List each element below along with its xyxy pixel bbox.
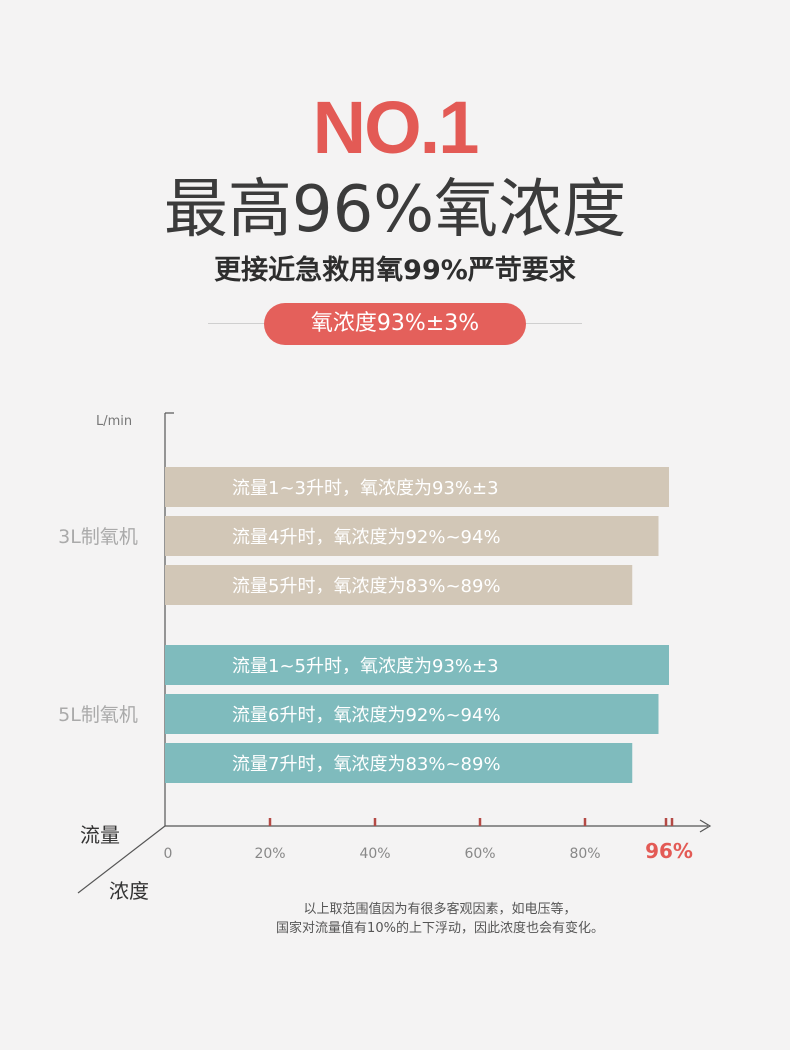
x-tick-label: 20% — [254, 846, 285, 862]
bar — [165, 645, 669, 685]
bar — [165, 694, 659, 734]
concentration-badge: 氧浓度93%±3% — [264, 303, 526, 345]
divider-line — [522, 323, 582, 324]
x-tick-label-highlight: 96% — [645, 839, 693, 863]
x-axis-arrow — [699, 819, 712, 833]
x-tick-label: 0 — [164, 846, 173, 862]
flow-axis-label: 流量 — [80, 823, 120, 847]
bar-label: 流量1~3升时，氧浓度为93%±3 — [232, 478, 499, 499]
bar-label: 流量4升时，氧浓度为92%~94% — [232, 527, 501, 548]
page-subtitle: 更接近急救用氧99%严苛要求 — [214, 255, 576, 286]
bar-label: 流量5升时，氧浓度为83%~89% — [232, 576, 501, 597]
bar-label: 流量7升时，氧浓度为83%~89% — [232, 754, 501, 775]
bar — [165, 467, 669, 507]
x-tick-label: 80% — [569, 846, 600, 862]
bar — [165, 743, 633, 783]
bar-label: 流量1~5升时，氧浓度为93%±3 — [232, 656, 499, 677]
divider-line — [208, 323, 268, 324]
bar — [165, 565, 633, 605]
footnote-line: 国家对流量值有10%的上下浮动，因此浓度也会有变化。 — [276, 921, 604, 936]
concentration-axis-label: 浓度 — [109, 879, 149, 903]
x-tick-label: 60% — [464, 846, 495, 862]
bar — [165, 516, 659, 556]
page-title: 最高96%氧浓度 — [163, 173, 627, 247]
rank-heading: NO.1 — [312, 86, 480, 169]
bar-label: 流量6升时，氧浓度为92%~94% — [232, 705, 501, 726]
group-label: 3L制氧机 — [58, 526, 138, 548]
group-label: 5L制氧机 — [58, 704, 138, 726]
diagonal-divider — [77, 825, 166, 894]
x-tick-label: 40% — [359, 846, 390, 862]
footnote: 以上取范围值因为有很多客观因素，如电压等， 国家对流量值有10%的上下浮动，因此… — [0, 900, 790, 938]
footnote-line: 以上取范围值因为有很多客观因素，如电压等， — [303, 902, 577, 917]
unit-label: L/min — [96, 414, 132, 429]
